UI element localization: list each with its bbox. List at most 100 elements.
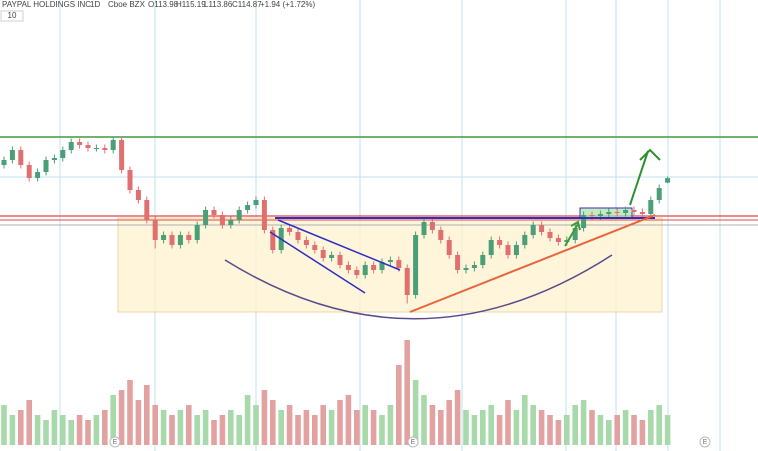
- candle-body: [639, 212, 645, 214]
- volume-bar: [43, 420, 49, 445]
- exchange: Cboe BZX: [108, 0, 146, 9]
- candle-body: [119, 140, 125, 170]
- volume-bar: [51, 410, 58, 445]
- ohlc-high: H115.19: [176, 0, 206, 9]
- volume-bar: [1, 405, 7, 445]
- volume-bar: [421, 395, 427, 445]
- candle-body: [555, 238, 561, 242]
- volume-bar: [631, 415, 637, 445]
- candle-body: [93, 148, 99, 149]
- candle-body: [320, 250, 326, 258]
- candle-body: [186, 235, 192, 240]
- volume-bar: [110, 395, 116, 445]
- volume-bar: [530, 405, 536, 445]
- trend-line: [409, 214, 656, 313]
- volume-bar: [194, 415, 200, 445]
- volume-bar: [295, 415, 301, 445]
- ohlc-close: C114.87: [232, 0, 262, 9]
- candle-body: [371, 265, 377, 270]
- volume-bar: [522, 395, 528, 445]
- ohlc-open: O113.98: [148, 0, 179, 9]
- candle-body: [539, 225, 545, 232]
- volume-bar: [219, 415, 226, 445]
- volume-bar: [320, 405, 326, 445]
- candle-body: [77, 142, 83, 145]
- candle-body: [337, 255, 343, 265]
- volume-bar: [572, 405, 578, 445]
- candle-body: [219, 215, 225, 225]
- candle-body: [43, 160, 49, 172]
- candle-body: [597, 214, 603, 216]
- candle-body: [135, 190, 141, 200]
- candle-body: [413, 235, 419, 295]
- candle-body: [455, 255, 461, 270]
- volume-bar: [68, 420, 74, 445]
- volume-bar: [328, 410, 335, 445]
- volume-bar: [135, 400, 142, 445]
- candle-body: [429, 222, 435, 230]
- candle-body: [35, 172, 41, 178]
- volume-bar: [102, 410, 108, 445]
- volume-legend-box[interactable]: [0, 10, 24, 22]
- volume-bar: [648, 410, 654, 445]
- volume-bar: [169, 415, 175, 445]
- candle-body: [169, 235, 175, 245]
- volume-bar: [76, 415, 83, 445]
- volume-bar: [471, 415, 478, 445]
- arrow-small: [564, 220, 581, 247]
- volume-bar: [379, 415, 385, 445]
- candle-body: [505, 245, 511, 255]
- volume-bar: [118, 390, 125, 445]
- volume-bar: [9, 415, 16, 445]
- volume-bar: [555, 420, 562, 445]
- candle-body: [387, 260, 393, 262]
- candle-body: [329, 255, 335, 258]
- volume-bar: [253, 405, 259, 445]
- candle-body: [522, 235, 528, 245]
- candle-body: [228, 220, 234, 225]
- volume-bar: [186, 405, 192, 445]
- volume-bar: [370, 410, 377, 445]
- candle-body: [438, 230, 444, 240]
- candle-body: [127, 170, 133, 190]
- candle-body: [396, 260, 402, 268]
- candle-body: [606, 212, 612, 214]
- volume-bar: [429, 405, 436, 445]
- volume-bar: [270, 400, 276, 445]
- candle-body: [345, 265, 351, 270]
- volume-bar: [60, 415, 66, 445]
- volume-bar: [93, 415, 100, 445]
- wedge-line: [269, 231, 366, 294]
- volume-bar: [488, 405, 494, 445]
- candle-body: [144, 200, 150, 220]
- candle-body: [547, 232, 553, 238]
- candle-body: [26, 165, 32, 178]
- candle-body: [270, 230, 276, 250]
- volume-bar: [547, 415, 553, 445]
- volume-bar: [286, 405, 293, 445]
- volume-bar: [211, 420, 217, 445]
- volume-bar: [664, 415, 671, 445]
- candle-body: [614, 212, 620, 213]
- volume-bar: [312, 415, 318, 445]
- candle-body: [68, 142, 74, 150]
- candle-body: [253, 200, 259, 205]
- candle-body: [287, 228, 293, 232]
- candle-body: [194, 225, 200, 240]
- candle-body: [665, 178, 671, 183]
- volume-bar: [18, 410, 24, 445]
- volume-bar: [362, 405, 368, 445]
- volume-bar: [160, 410, 167, 445]
- candle-body: [379, 262, 385, 270]
- candle-body: [631, 210, 637, 212]
- candles: [1, 136, 671, 304]
- volume-bar: [144, 385, 150, 445]
- event-label: E: [411, 439, 416, 446]
- candle-body: [581, 215, 587, 228]
- volume-bar: [345, 395, 352, 445]
- volume-bar: [538, 410, 545, 445]
- volume-bar: [589, 410, 595, 445]
- volume-bar: [26, 400, 32, 445]
- candle-body: [471, 265, 477, 268]
- change: +1.94 (+1.72%): [260, 0, 315, 9]
